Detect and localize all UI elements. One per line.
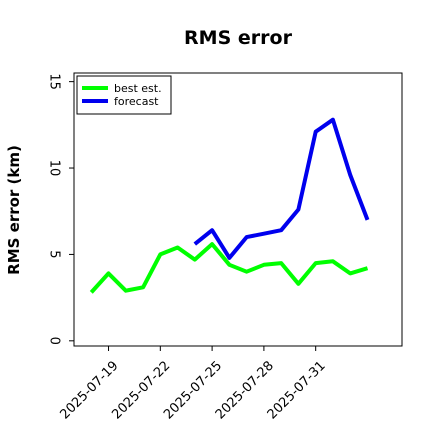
legend-label-forecast: forecast <box>114 95 159 108</box>
x-axis: 2025-07-192025-07-222025-07-252025-07-28… <box>58 346 329 422</box>
series-line-best-est <box>89 242 369 294</box>
y-tick-label: 10 <box>47 160 62 177</box>
y-tick-label: 15 <box>47 73 62 90</box>
legend: best est. forecast <box>76 75 172 115</box>
y-tick-label: 0 <box>47 337 62 345</box>
legend-label-best-est: best est. <box>114 82 162 95</box>
y-tick-label: 5 <box>46 250 61 258</box>
series-line-forecast <box>193 117 370 260</box>
legend-box <box>76 75 172 115</box>
series-layer <box>89 117 370 294</box>
plot-frame <box>73 72 403 347</box>
y-axis: 0 5 10 15 <box>46 73 74 345</box>
y-axis-label: RMS error (km) <box>5 145 23 275</box>
chart-title: RMS error <box>184 27 293 49</box>
